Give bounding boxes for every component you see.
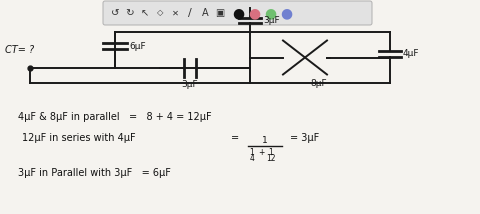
Text: 3μF: 3μF [263,15,280,24]
Text: /: / [188,8,192,18]
Text: ▣: ▣ [216,8,225,18]
Text: =: = [231,133,239,143]
Text: ↺: ↺ [110,8,120,18]
Text: ◇: ◇ [157,9,163,18]
Text: 3μF in Parallel with 3μF   = 6μF: 3μF in Parallel with 3μF = 6μF [18,168,171,178]
Text: ●: ● [248,6,260,20]
Text: ●: ● [280,6,292,20]
Text: 1: 1 [250,148,254,157]
Text: 4μF & 8μF in parallel   =   8 + 4 = 12μF: 4μF & 8μF in parallel = 8 + 4 = 12μF [18,112,212,122]
Text: ↻: ↻ [126,8,134,18]
Text: 3μF: 3μF [182,80,198,89]
Text: 12μF in series with 4μF: 12μF in series with 4μF [22,133,136,143]
Text: +: + [258,148,264,157]
Text: = 3μF: = 3μF [290,133,319,143]
Text: ●: ● [264,6,276,20]
Text: 4μF: 4μF [403,49,420,58]
Text: 4: 4 [250,154,254,163]
Text: ●: ● [232,6,244,20]
FancyBboxPatch shape [103,1,372,25]
Text: 1: 1 [262,136,268,145]
Text: 6μF: 6μF [129,42,145,51]
Text: 1: 1 [269,148,274,157]
Text: A: A [202,8,208,18]
Text: ✕: ✕ [171,9,179,18]
Text: 8μF: 8μF [310,79,326,89]
Text: 12: 12 [266,154,276,163]
Text: ↖: ↖ [141,8,149,18]
Text: CT= ?: CT= ? [5,45,34,55]
